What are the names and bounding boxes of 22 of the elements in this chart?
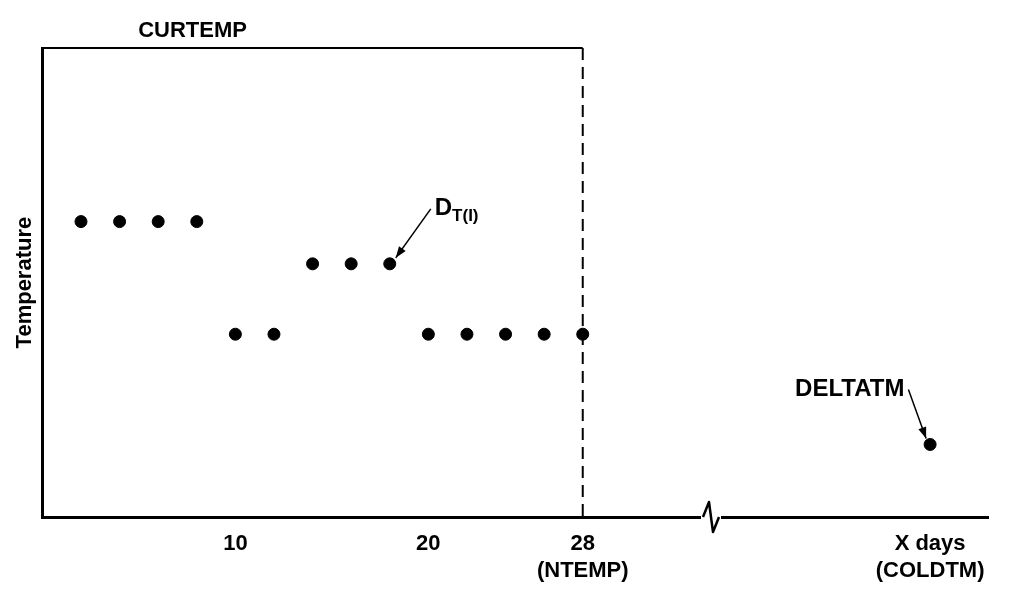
- point: [228, 327, 242, 341]
- series-label: CURTEMP: [138, 17, 247, 43]
- annotation: DELTATM: [795, 374, 905, 402]
- y-axis-title: Temperature: [11, 216, 37, 349]
- point: [383, 257, 397, 271]
- point: [537, 327, 551, 341]
- point: [460, 327, 474, 341]
- x-tick-label: 28 (NTEMP): [536, 530, 629, 582]
- point: [499, 327, 513, 341]
- x-tick-label: 20: [416, 530, 441, 556]
- point: [113, 215, 127, 229]
- point: [344, 257, 358, 271]
- point: [923, 437, 937, 451]
- point: [576, 327, 590, 341]
- point: [190, 215, 204, 229]
- point: [306, 257, 320, 271]
- x-tick-label: X days (COLDTM): [875, 530, 985, 582]
- point: [74, 215, 88, 229]
- point: [421, 327, 435, 341]
- point: [151, 215, 165, 229]
- x-tick-label: 10: [223, 530, 248, 556]
- point: [267, 327, 281, 341]
